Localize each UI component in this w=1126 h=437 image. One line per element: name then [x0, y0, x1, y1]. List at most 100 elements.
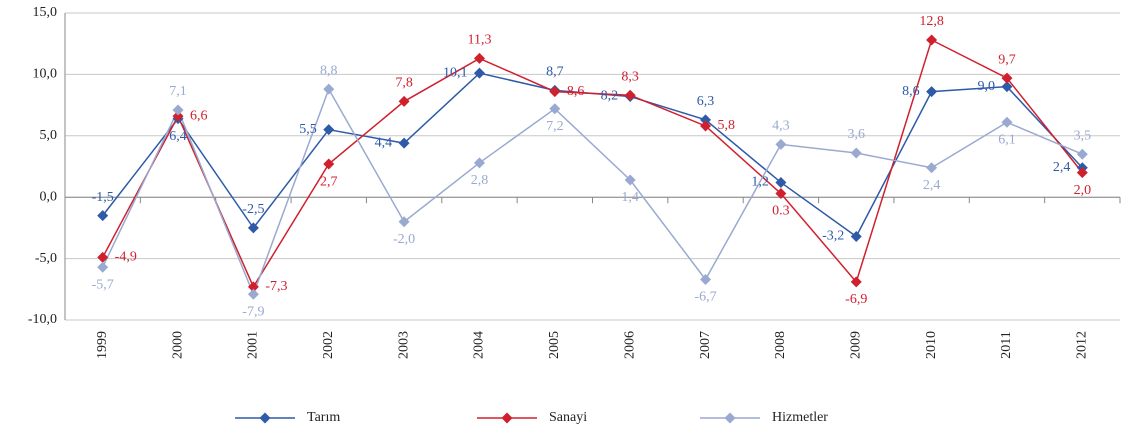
data-label: 2,8 [471, 173, 489, 188]
data-label: -6,9 [845, 292, 867, 307]
x-tick-label: 2008 [773, 331, 788, 359]
legend-marker [259, 412, 271, 424]
data-label: 7,1 [169, 84, 187, 99]
x-tick-label: 2012 [1075, 331, 1090, 359]
data-label: 2,0 [1074, 183, 1092, 198]
data-label: 6,3 [697, 94, 715, 109]
point-marker [323, 124, 335, 136]
point-marker [398, 216, 410, 228]
y-tick-label: -10,0 [28, 312, 57, 327]
point-marker [247, 281, 259, 293]
data-label: 6,6 [190, 108, 208, 123]
x-tick-label: 2007 [698, 331, 713, 359]
y-tick-label: 10,0 [33, 67, 58, 82]
y-tick-label: 0,0 [40, 189, 58, 204]
x-tick-label: 1999 [95, 331, 110, 359]
x-tick-label: 2006 [622, 331, 637, 359]
point-marker [1001, 81, 1013, 93]
data-label: 5,8 [718, 118, 736, 133]
point-marker [549, 86, 561, 98]
x-tick-label: 2010 [924, 331, 939, 359]
data-label: -7,3 [265, 279, 287, 294]
y-tick-label: 5,0 [40, 128, 58, 143]
x-tick-label: 2004 [472, 331, 487, 359]
data-label: 2,4 [923, 178, 941, 193]
point-marker [624, 174, 636, 186]
data-label: 1,2 [751, 175, 769, 190]
data-label: -7,9 [242, 304, 264, 319]
series-line [102, 38, 1083, 289]
data-label: 3,5 [1074, 128, 1092, 143]
point-marker [775, 188, 787, 200]
legend-marker [501, 412, 513, 424]
point-marker [549, 103, 561, 115]
data-label: 8,2 [601, 89, 619, 104]
point-marker [775, 176, 787, 188]
data-label: 12,8 [919, 14, 944, 29]
point-marker [97, 210, 109, 222]
point-marker [398, 137, 410, 149]
legend-label: Sanayi [549, 410, 587, 425]
point-marker [850, 147, 862, 159]
data-label: 3,6 [848, 127, 866, 142]
point-marker [700, 273, 712, 285]
data-label: 9,7 [998, 52, 1016, 67]
point-marker [1001, 72, 1013, 84]
x-tick-label: 2003 [396, 331, 411, 359]
point-marker [172, 110, 184, 122]
data-label: 5,5 [299, 122, 317, 137]
point-marker [398, 95, 410, 107]
point-marker [172, 104, 184, 116]
data-label: 8,6 [902, 84, 920, 99]
point-marker [926, 86, 938, 98]
point-marker [473, 157, 485, 169]
point-marker [97, 261, 109, 273]
point-marker [1076, 167, 1088, 179]
point-marker [247, 222, 259, 234]
point-marker [926, 162, 938, 174]
data-label: 11,3 [467, 33, 491, 48]
point-marker [926, 34, 938, 46]
point-marker [1076, 148, 1088, 160]
point-marker [323, 83, 335, 95]
data-label: 10,1 [443, 65, 468, 80]
data-label: 2,4 [1053, 160, 1071, 175]
data-label: 4,3 [772, 119, 790, 134]
data-label: 8,3 [621, 69, 639, 84]
data-label: 6,1 [998, 133, 1016, 148]
data-label: 8,7 [546, 65, 564, 80]
legend-label: Tarım [307, 410, 340, 425]
x-tick-label: 2000 [170, 331, 185, 359]
data-label: 4,4 [375, 135, 393, 150]
point-marker [700, 114, 712, 126]
data-label: 2,7 [320, 174, 338, 189]
data-label: 8,6 [567, 84, 585, 99]
data-label: -6,7 [694, 290, 716, 305]
data-label: -2,5 [242, 202, 264, 217]
data-label: -5,7 [92, 277, 114, 292]
y-tick-label: -5,0 [35, 251, 57, 266]
point-marker [97, 251, 109, 263]
data-label: 9,0 [977, 79, 995, 94]
data-label: 6,4 [169, 129, 187, 144]
x-tick-label: 2009 [848, 331, 863, 359]
point-marker [247, 288, 259, 300]
series-line [102, 87, 1083, 297]
legend-marker [724, 412, 736, 424]
data-label: 8,8 [320, 63, 338, 78]
point-marker [624, 89, 636, 101]
data-label: -1,5 [92, 190, 114, 205]
data-label: -2,0 [393, 232, 415, 247]
x-tick-label: 2005 [547, 331, 562, 359]
point-marker [850, 276, 862, 288]
data-label: -4,9 [115, 250, 137, 265]
point-marker [1001, 116, 1013, 128]
point-marker [473, 52, 485, 64]
y-tick-label: 15,0 [33, 5, 58, 20]
data-label: 7,8 [395, 76, 413, 91]
x-tick-label: 2001 [246, 331, 261, 359]
data-label: -3,2 [822, 229, 844, 244]
data-label: 1,4 [621, 190, 639, 205]
point-marker [775, 138, 787, 150]
